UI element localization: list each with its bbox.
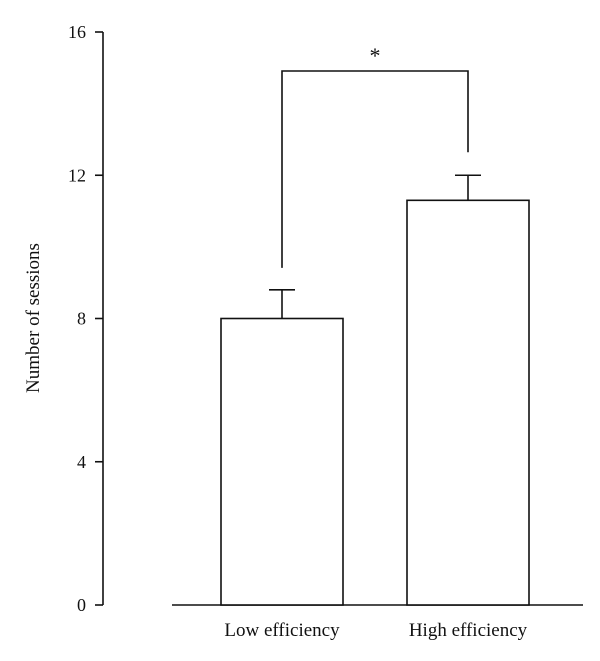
bar bbox=[406, 199, 530, 606]
significance-label: * bbox=[370, 43, 381, 68]
y-tick-label: 16 bbox=[68, 22, 86, 42]
x-category-label: Low efficiency bbox=[224, 620, 340, 641]
y-tick-label: 12 bbox=[68, 165, 86, 185]
significance-bracket bbox=[281, 70, 469, 268]
y-tick-label: 4 bbox=[77, 452, 86, 472]
bar bbox=[220, 317, 344, 606]
y-axis-title: Number of sessions bbox=[23, 243, 44, 393]
x-category-label: High efficiency bbox=[409, 620, 528, 641]
y-tick-label: 8 bbox=[77, 309, 86, 329]
plot-area: 0 4 8 12 16 Low efficiency High efficiency * bbox=[68, 22, 583, 641]
y-tick-label: 0 bbox=[77, 595, 86, 615]
